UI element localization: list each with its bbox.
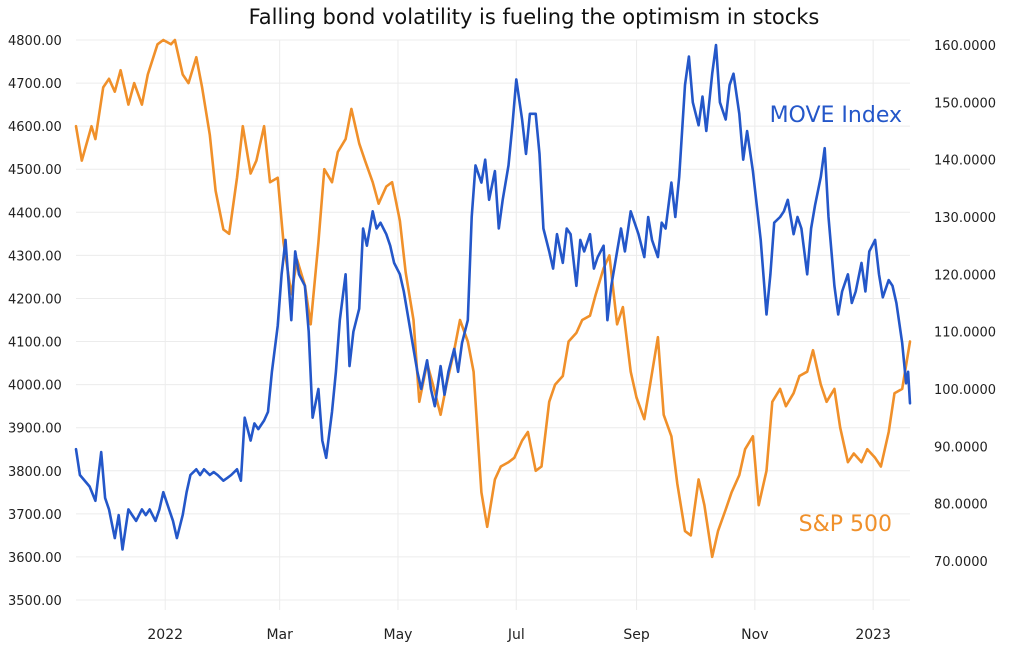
chart-title: Falling bond volatility is fueling the o… xyxy=(249,5,820,29)
right-tick-label: 70.0000 xyxy=(934,555,988,570)
series-label-sp500: S&P 500 xyxy=(799,512,892,537)
left-tick-label: 3800.00 xyxy=(8,465,62,480)
right-tick-label: 100.0000 xyxy=(934,383,996,398)
left-tick-label: 4300.00 xyxy=(8,249,62,264)
right-tick-label: 130.0000 xyxy=(934,211,996,226)
left-tick-label: 4700.00 xyxy=(8,77,62,92)
left-tick-label: 4800.00 xyxy=(8,34,62,49)
left-tick-label: 3600.00 xyxy=(8,551,62,566)
left-tick-label: 4000.00 xyxy=(8,379,62,394)
left-tick-label: 4400.00 xyxy=(8,206,62,221)
left-tick-label: 3700.00 xyxy=(8,508,62,523)
x-tick-label: May xyxy=(383,627,412,643)
right-y-axis: 70.0000 80.0000 90.0000 100.0000 110.0000 120… xyxy=(934,39,996,570)
x-tick-label: Nov xyxy=(741,627,768,643)
right-tick-label: 160.0000 xyxy=(934,39,996,54)
x-tick-label: Jul xyxy=(507,627,525,643)
right-tick-label: 80.0000 xyxy=(934,498,988,513)
right-tick-label: 110.0000 xyxy=(934,326,996,341)
series-line-s-p-500 xyxy=(74,38,912,559)
x-tick-label: 2022 xyxy=(147,627,183,643)
left-tick-label: 3500.00 xyxy=(8,594,62,609)
right-tick-label: 140.0000 xyxy=(934,154,996,169)
right-tick-label: 150.0000 xyxy=(934,96,996,111)
x-axis: 2022 Mar May Jul Sep Nov 2023 xyxy=(147,627,891,643)
series-label-move-index: MOVE Index xyxy=(770,103,902,128)
x-tick-label: Mar xyxy=(266,627,293,643)
left-tick-label: 3900.00 xyxy=(8,422,62,437)
left-tick-label: 4500.00 xyxy=(8,163,62,178)
left-y-axis: 3500.00 3600.00 3700.00 3800.00 3900.00 4000.… xyxy=(8,34,62,609)
left-tick-label: 4200.00 xyxy=(8,292,62,307)
x-tick-label: Sep xyxy=(623,627,650,643)
right-tick-label: 120.0000 xyxy=(934,268,996,283)
left-tick-label: 4600.00 xyxy=(8,120,62,135)
gridlines xyxy=(76,39,910,610)
series-line-move-index xyxy=(74,43,912,551)
series-layer xyxy=(74,38,912,559)
left-tick-label: 4100.00 xyxy=(8,336,62,351)
right-tick-label: 90.0000 xyxy=(934,440,988,455)
x-tick-label: 2023 xyxy=(855,627,891,643)
